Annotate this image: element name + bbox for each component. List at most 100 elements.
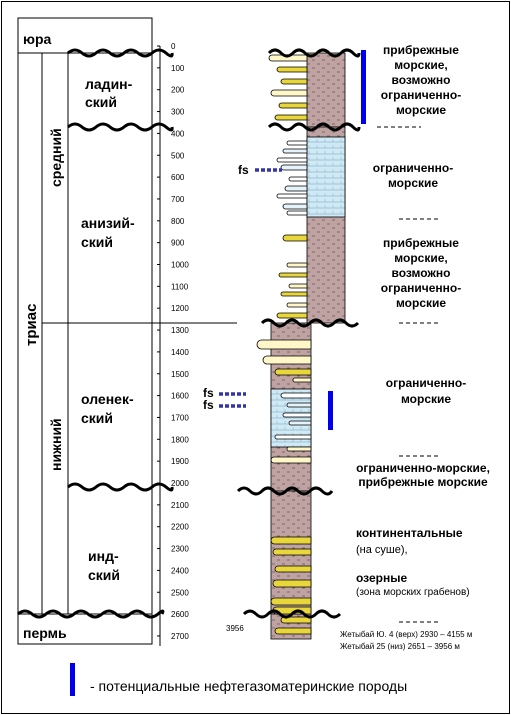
stratigraphy-table: [17, 17, 237, 645]
stage-ladinian-line2: ский: [85, 94, 117, 110]
env-3-line2: морские,: [394, 251, 447, 265]
depth-tick-label: 800: [171, 217, 185, 226]
well-bottom-depth: 3956: [226, 624, 244, 633]
induan-sand: [270, 597, 312, 606]
table-unconformities: [17, 48, 174, 619]
depth-tick-label: 2200: [171, 523, 189, 532]
stage-ladinian-line1: ладин-: [85, 76, 133, 92]
depth-tick-label: 1500: [171, 370, 189, 379]
thin-bed: [276, 157, 308, 163]
olenekian-bed: [256, 339, 312, 350]
stage-olenekian-line2: ский: [81, 410, 113, 426]
well-label-1: Жетыбай Ю. 4 (верх) 2930 – 4155 м: [340, 630, 472, 639]
env-1-line5: морские: [396, 103, 446, 117]
depth-tick-label: 2500: [171, 588, 189, 597]
lagoonal-interval: [306, 136, 346, 218]
depth-ticks: 0 100 200 300 400 500 600 700 800 900 1000 1100 1200…: [157, 42, 189, 641]
sand-tongue: [282, 234, 308, 242]
fs-label-1: fs: [238, 163, 249, 177]
sand-tongue: [280, 78, 308, 85]
env-5-line2: прибрежные морские: [358, 475, 488, 489]
depth-tick-label: 700: [171, 195, 185, 204]
thin-bed: [276, 193, 308, 199]
shale-interval: [306, 52, 346, 128]
olenekian-bed: [274, 434, 312, 440]
depth-tick-label: 0: [171, 42, 176, 51]
depth-tick-label: 500: [171, 151, 185, 160]
depth-tick-label: 1700: [171, 413, 189, 422]
legend-text: - потенциальные нефтегазоматеринские пор…: [90, 678, 407, 694]
env-9-line1: (зона морских грабенов): [356, 586, 470, 598]
env-4-line1: ограниченно-: [386, 376, 466, 390]
thin-bed: [288, 176, 308, 182]
depth-tick-label: 2100: [171, 501, 189, 510]
sand-tongue: [270, 89, 308, 97]
induan-sand: [270, 536, 312, 545]
olenekian-bed: [262, 355, 312, 365]
sand-tongue: [268, 54, 308, 62]
top-unit-label: юра: [23, 31, 52, 47]
sand-tongue: [280, 291, 308, 297]
env-1-line2: морские,: [394, 58, 447, 72]
olenekian-bed: [282, 412, 312, 418]
fs-label-3: fs: [203, 398, 214, 412]
column-unconformities: [236, 48, 361, 619]
fs-label-2: fs: [203, 386, 214, 400]
depth-tick-label: 2400: [171, 566, 189, 575]
thin-bed: [286, 140, 308, 146]
env-7-line1: (на суше),: [356, 544, 408, 556]
depth-tick-label: 1000: [171, 261, 189, 270]
environment-separators: [377, 126, 441, 623]
depth-tick-label: 300: [171, 108, 185, 117]
sand-tongue: [286, 302, 308, 308]
depth-tick-label: 200: [171, 86, 185, 95]
depth-tick-label: 2700: [171, 632, 189, 641]
legend-swatch: [70, 663, 75, 696]
source-rock-bar-1: [361, 50, 366, 124]
depth-tick-label: 2000: [171, 479, 189, 488]
induan-sand: [272, 548, 312, 556]
thin-bed: [280, 164, 308, 171]
olenekian-bed: [270, 456, 312, 464]
stage-anisian-line2: ский: [81, 234, 113, 250]
stage-induan-line2: ский: [88, 567, 120, 583]
olenekian-bed: [274, 368, 312, 376]
depth-tick-label: 100: [171, 64, 185, 73]
env-6-line1: континентальные: [356, 526, 463, 540]
depth-tick-label: 1400: [171, 348, 189, 357]
induan-sand: [272, 579, 312, 588]
sand-tongue: [276, 312, 308, 319]
env-8-line1: озерные: [356, 571, 407, 585]
depth-tick-label: 1600: [171, 392, 189, 401]
env-3-line1: прибрежные: [383, 236, 459, 250]
well-label-2: Жетыбай 25 (низ) 2651 – 3956 м: [340, 642, 460, 651]
sand-tongue: [274, 114, 308, 121]
sand-tongue: [278, 102, 308, 109]
depth-tick-label: 400: [171, 129, 185, 138]
depth-tick-label: 600: [171, 173, 185, 182]
env-3-line4: ограниченно-: [381, 281, 461, 295]
system-label: триас: [23, 304, 40, 346]
olenekian-bed: [288, 420, 312, 426]
source-rock-bar-2: [328, 391, 333, 430]
thin-bed: [286, 210, 308, 216]
env-3-line5: морские: [396, 296, 446, 310]
stage-olenekian-line1: оленек-: [81, 391, 134, 407]
depth-tick-label: 900: [171, 239, 185, 248]
olenekian-bed: [286, 402, 312, 408]
env-1-line3: возможно: [391, 73, 450, 87]
olenekian-bed: [286, 446, 312, 452]
depth-tick-label: 1300: [171, 326, 189, 335]
env-3-line3: возможно: [391, 266, 450, 280]
series-label-middle: средний: [48, 128, 64, 187]
stage-induan-line1: инд-: [88, 548, 119, 564]
sand-tongue: [276, 66, 308, 73]
sand-tongue: [278, 272, 308, 278]
thin-bed: [284, 185, 308, 192]
thin-bed: [282, 203, 308, 210]
olenekian-bed: [280, 392, 312, 399]
env-4-line2: морские: [401, 392, 451, 406]
lithology-column: [256, 52, 346, 640]
